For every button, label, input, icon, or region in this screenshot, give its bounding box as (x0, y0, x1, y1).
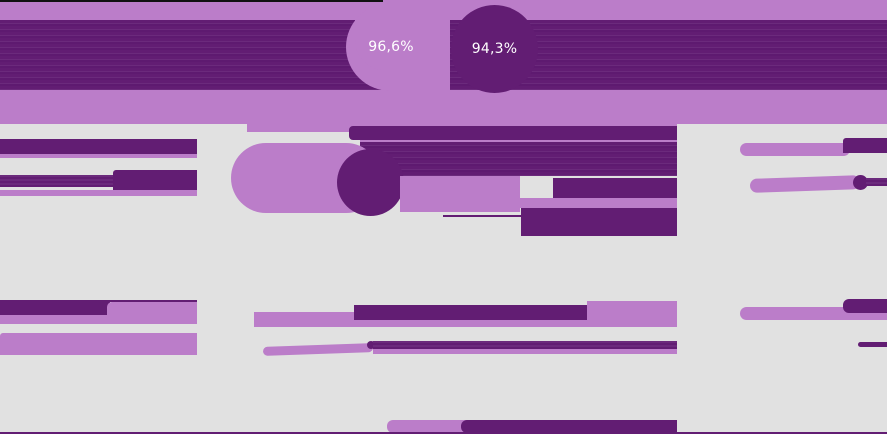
top-band-light-right (383, 0, 887, 2)
row2-right-dark-2 (521, 208, 677, 236)
bottom-rule (0, 432, 887, 434)
bottom-bar-b (461, 420, 677, 433)
left-bar-2-streak (0, 175, 115, 187)
left-bar-4 (0, 333, 197, 355)
mid-row4-under (373, 349, 677, 354)
row2-right-light-2 (500, 198, 677, 208)
mid-header-bar (349, 126, 677, 140)
left-bar-3-top (110, 300, 197, 302)
left-bar-3-under (0, 315, 197, 324)
right-panel-bg-edge (677, 124, 679, 432)
mid-row4-dot (367, 341, 375, 349)
bubble-a-label-bg (355, 20, 425, 70)
bubble-a-text: 96,6% (368, 39, 414, 55)
right-pill-2 (749, 175, 861, 193)
bubble-label-b: 94,3% (471, 41, 518, 57)
right-dot-2 (853, 175, 868, 190)
left-bar-1 (0, 139, 197, 154)
row2-right-dark-3 (443, 215, 524, 217)
right-dot-2-tail (866, 178, 887, 186)
row2-streak (360, 142, 677, 176)
right-small-line (858, 342, 887, 347)
row2-dot-b (337, 149, 404, 216)
mid-row4-line (373, 341, 677, 349)
right-pill-1 (740, 143, 850, 156)
row2-right-dark (553, 178, 677, 198)
right-bar-1 (843, 138, 887, 153)
left-bar-3 (0, 300, 110, 315)
mid-row4-pill (262, 343, 374, 356)
mid-row3-right-light (587, 301, 677, 327)
left-bar-2 (113, 170, 197, 192)
mid-row3-dark (354, 305, 587, 320)
mid-panel-notch-2 (247, 132, 350, 142)
top-rule (0, 0, 383, 2)
left-bar-2-under (0, 190, 197, 196)
bottom-pill-a (387, 420, 467, 433)
left-bar-1-under (0, 154, 197, 158)
mid-header-divider (360, 140, 677, 142)
right-bar-3 (843, 299, 887, 313)
bubble-a-text-layer: 96,6% (346, 3, 436, 91)
bubble-series-b: 94,3% (451, 5, 538, 93)
mid-panel-notch (197, 124, 247, 134)
